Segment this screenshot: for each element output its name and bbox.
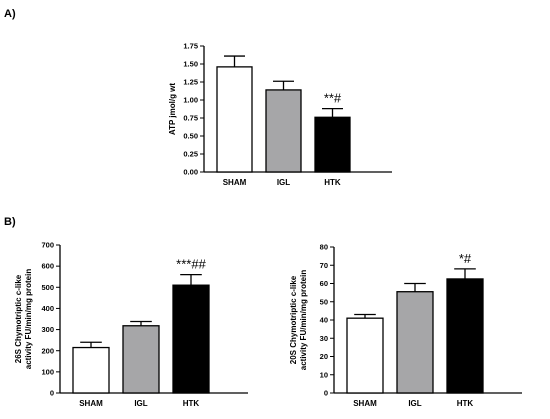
category-label-26s-igl: IGL <box>134 399 147 408</box>
y-axis-label-20s: 20S Chymotriptic c-likeactivity FU/min/m… <box>289 270 308 371</box>
category-label-atp-igl: IGL <box>277 178 290 187</box>
category-label-26s-htk: HTK <box>183 399 200 408</box>
y-tick-label-26s: 200 <box>41 346 54 355</box>
y-tick-label-26s: 600 <box>41 262 54 271</box>
panel-label-a: A) <box>4 8 16 20</box>
category-label-20s-igl: IGL <box>408 399 421 408</box>
significance-label-atp: **# <box>324 91 342 106</box>
y-tick-label-26s: 0 <box>50 389 54 398</box>
y-tick-label-26s: 700 <box>41 241 54 250</box>
significance-label-20s: *# <box>459 251 472 266</box>
y-tick-label-26s: 500 <box>41 283 54 292</box>
bar-26s-sham <box>72 346 110 394</box>
bar-atp-htk <box>314 116 351 173</box>
y-tick-label-20s: 20 <box>320 352 328 361</box>
y-tick-label-atp: 1.75 <box>183 42 198 51</box>
significance-label-26s: ***## <box>176 257 206 272</box>
category-label-26s-sham: SHAM <box>79 399 103 408</box>
y-tick-label-atp: 1.00 <box>183 96 198 105</box>
bar-20s-htk <box>446 278 484 394</box>
y-tick-label-atp: 1.50 <box>183 60 198 69</box>
y-tick-label-atp: 1.25 <box>183 78 198 87</box>
y-tick-label-26s: 300 <box>41 325 54 334</box>
y-tick-label-20s: 80 <box>320 243 328 252</box>
y-tick-label-20s: 10 <box>320 370 328 379</box>
y-tick-label-26s: 100 <box>41 367 54 376</box>
y-tick-label-20s: 60 <box>320 279 328 288</box>
category-label-20s-htk: HTK <box>457 399 474 408</box>
y-tick-label-atp: 0.50 <box>183 132 198 141</box>
y-axis-label-26s: 26S Chymotriptic c-likeactivity FU/min/m… <box>14 269 33 370</box>
panel-label-b: B) <box>4 216 16 228</box>
y-tick-label-atp: 0.25 <box>183 150 198 159</box>
bar-20s-sham <box>346 317 384 394</box>
y-axis-label-atp: ATP jmol/g wt <box>168 83 177 135</box>
category-label-20s-sham: SHAM <box>353 399 377 408</box>
y-tick-label-atp: 0.75 <box>183 114 198 123</box>
chart-26s-activity: 0 100 200 300 400 500 600 700 26S Chymotriptic c… <box>14 241 248 408</box>
y-tick-label-20s: 70 <box>320 261 328 270</box>
y-tick-label-20s: 0 <box>324 389 328 398</box>
category-label-atp-sham: SHAM <box>223 178 247 187</box>
bar-atp-sham <box>216 66 253 173</box>
y-tick-label-26s: 400 <box>41 304 54 313</box>
bar-atp-igl <box>265 89 302 173</box>
bar-26s-htk <box>172 284 210 394</box>
category-label-atp-htk: HTK <box>324 178 341 187</box>
y-tick-label-atp: 0.00 <box>183 168 198 177</box>
y-tick-label-20s: 30 <box>320 334 328 343</box>
y-tick-label-20s: 40 <box>320 316 328 325</box>
chart-atp: 0.00 0.25 0.50 0.75 1.00 1.25 1.50 1.75 ATP jmol… <box>168 42 392 187</box>
y-tick-label-20s: 50 <box>320 297 328 306</box>
bar-26s-igl <box>122 325 160 394</box>
bar-20s-igl <box>396 291 434 394</box>
chart-20s-activity: 0 10 20 30 40 50 60 70 80 20S Chymotriptic c-like… <box>289 243 522 408</box>
